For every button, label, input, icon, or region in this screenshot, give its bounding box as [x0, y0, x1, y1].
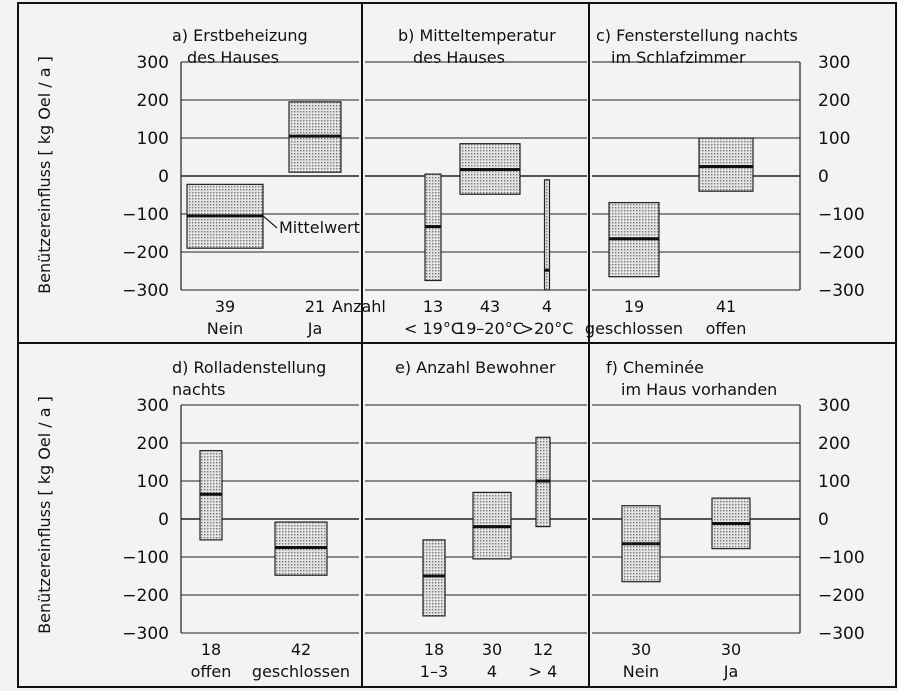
y-tick-label: 300 [818, 53, 850, 73]
y-axis-title-top: Benützereinfluss [ kg Oel / a ] [35, 56, 54, 294]
count-label: 42 [291, 640, 311, 659]
panel-title: e) Anzahl Bewohner [395, 358, 556, 377]
panel-e: e) Anzahl Bewohner 18 1–3 30 4 12 > 4 [365, 358, 587, 681]
y-tick-label: −200 [122, 586, 169, 606]
y-tick-label: 200 [137, 91, 169, 111]
count-label: 21 [305, 297, 325, 316]
y-tick-label: 100 [137, 129, 169, 149]
count-label: 4 [542, 297, 552, 316]
y-tick-label: −100 [818, 205, 865, 225]
category-label: geschlossen [252, 662, 350, 681]
category-label: < 19°C [404, 319, 462, 338]
y-tick-label: −300 [818, 624, 865, 644]
y-tick-label: 100 [818, 472, 850, 492]
y-tick-label: −300 [122, 281, 169, 301]
y-tick-label: 0 [158, 510, 169, 530]
y-tick-label: 200 [818, 91, 850, 111]
count-label: 18 [201, 640, 221, 659]
category-label: >20°C [521, 319, 574, 338]
panel-title: a) Erstbeheizung [172, 26, 308, 45]
category-label: 19–20°C [456, 319, 524, 338]
range-box [543, 179, 551, 291]
y-tick-label: 0 [818, 510, 829, 530]
category-label: 1–3 [420, 662, 448, 681]
category-label: geschlossen [585, 319, 683, 338]
panel-subtitle: des Hauses [413, 48, 505, 67]
category-label: Ja [307, 319, 323, 338]
panel-subtitle: nachts [172, 380, 226, 399]
figure-frame [17, 2, 897, 688]
panel-title: d) Rolladenstellung [172, 358, 326, 377]
panel-title: f) Cheminée [606, 358, 704, 377]
category-label: Nein [207, 319, 243, 338]
y-tick-label: −300 [818, 281, 865, 301]
panel-subtitle: im Haus vorhanden [621, 380, 777, 399]
count-label: 39 [215, 297, 235, 316]
panel-subtitle: des Hauses [187, 48, 279, 67]
y-tick-label: 300 [137, 396, 169, 416]
category-label: offen [706, 319, 747, 338]
y-tick-label: 100 [818, 129, 850, 149]
y-tick-label: −200 [818, 243, 865, 263]
count-label: 18 [424, 640, 444, 659]
annotation-leader [262, 215, 278, 229]
y-tick-label: 300 [137, 53, 169, 73]
category-label: Ja [723, 662, 739, 681]
y-tick-label: −100 [122, 205, 169, 225]
panel-d: 300 200 100 0 −100 −200 −300 d) Rolladenstellun… [122, 358, 359, 681]
panel-f: 300 200 100 0 −100 −200 −300 f) Cheminée im Haus… [592, 358, 865, 681]
panel-title: c) Fensterstellung nachts [596, 26, 798, 45]
y-tick-label: −300 [122, 624, 169, 644]
panel-title: b) Mitteltemperatur [398, 26, 556, 45]
count-label: 12 [533, 640, 553, 659]
count-label: 30 [721, 640, 741, 659]
panel-c: 300 200 100 0 −100 −200 −300 c) Fensterstellung… [585, 26, 865, 338]
y-tick-label: 200 [137, 434, 169, 454]
y-tick-label: 0 [158, 167, 169, 187]
count-label: 41 [716, 297, 736, 316]
y-tick-label: −200 [818, 586, 865, 606]
range-box [698, 137, 754, 192]
count-label: 19 [624, 297, 644, 316]
count-note: Anzahl [332, 297, 386, 316]
y-tick-label: 300 [818, 396, 850, 416]
annotation-mittelwert: Mittelwert [279, 218, 360, 237]
count-label: 30 [631, 640, 651, 659]
panel-a: 300 200 100 0 −100 −200 −300 a) Erstbeheizung de… [122, 26, 386, 338]
category-label: Nein [623, 662, 659, 681]
panel-b: b) Mitteltemperatur des Hauses 13 < 19°C 43 1… [365, 26, 587, 338]
panel-subtitle: im Schlafzimmer [611, 48, 746, 67]
y-tick-label: −100 [818, 548, 865, 568]
y-tick-label: 0 [818, 167, 829, 187]
category-label: 4 [487, 662, 497, 681]
count-label: 13 [423, 297, 443, 316]
category-label: offen [191, 662, 232, 681]
y-tick-label: 200 [818, 434, 850, 454]
y-axis-title-bottom: Benützereinfluss [ kg Oel / a ] [35, 396, 54, 634]
count-label: 30 [482, 640, 502, 659]
y-tick-label: −100 [122, 548, 169, 568]
count-label: 43 [480, 297, 500, 316]
category-label: > 4 [529, 662, 558, 681]
y-tick-label: −200 [122, 243, 169, 263]
y-tick-label: 100 [137, 472, 169, 492]
range-box [422, 539, 446, 617]
